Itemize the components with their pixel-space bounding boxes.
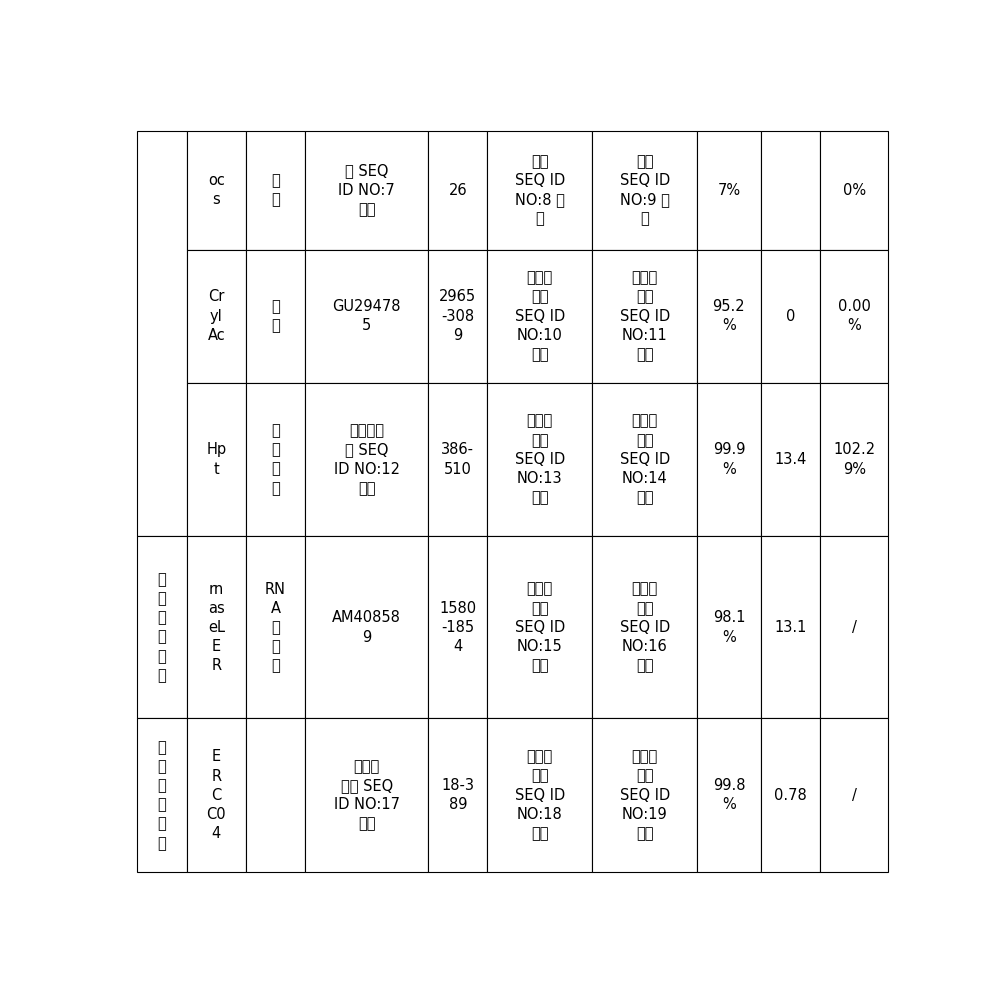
Bar <box>697 131 761 249</box>
Bar <box>592 718 697 872</box>
Bar <box>820 718 888 872</box>
Bar <box>487 382 592 536</box>
Bar <box>592 249 697 382</box>
Bar <box>592 131 697 249</box>
Bar <box>246 718 305 872</box>
Text: 95.2
%: 95.2 % <box>713 299 745 333</box>
Text: 抗
虫: 抗 虫 <box>271 299 280 333</box>
Text: 内
源
标
准
基
因: 内 源 标 准 基 因 <box>157 572 166 683</box>
Text: /: / <box>852 787 857 802</box>
Text: 如序列
表中
SEQ ID
NO:19
所示: 如序列 表中 SEQ ID NO:19 所示 <box>620 750 670 841</box>
Text: oc
s: oc s <box>208 173 225 208</box>
Bar <box>820 249 888 382</box>
Bar <box>305 718 428 872</box>
Text: 如序列
表中
SEQ ID
NO:15
所示: 如序列 表中 SEQ ID NO:15 所示 <box>515 582 565 673</box>
Bar <box>246 536 305 718</box>
Text: 7%: 7% <box>717 183 740 198</box>
Bar <box>697 382 761 536</box>
Text: 0.78: 0.78 <box>774 787 807 802</box>
Text: E
R
C
C0
4: E R C C0 4 <box>207 750 226 841</box>
Bar <box>761 131 820 249</box>
Text: 如序列
表中
SEQ ID
NO:14
所示: 如序列 表中 SEQ ID NO:14 所示 <box>620 413 670 505</box>
Text: 18-3
89: 18-3 89 <box>441 779 474 812</box>
Text: Cr
yI
Ac: Cr yI Ac <box>207 289 225 343</box>
Text: 99.9
%: 99.9 % <box>713 443 745 477</box>
Text: 13.1: 13.1 <box>774 620 807 635</box>
Text: 2965
-308
9: 2965 -308 9 <box>439 289 476 343</box>
Bar <box>487 718 592 872</box>
Bar <box>246 382 305 536</box>
Text: 如序列表
中 SEQ
ID NO:12
所示: 如序列表 中 SEQ ID NO:12 所示 <box>334 423 400 496</box>
Bar <box>761 536 820 718</box>
Text: 抗
性
标
记: 抗 性 标 记 <box>271 423 280 496</box>
Text: 如序列
表中
SEQ ID
NO:13
所示: 如序列 表中 SEQ ID NO:13 所示 <box>515 413 565 505</box>
Text: AM40858
9: AM40858 9 <box>332 611 401 644</box>
Bar <box>305 382 428 536</box>
Text: 0: 0 <box>786 309 795 324</box>
Bar <box>697 718 761 872</box>
Bar <box>187 249 246 382</box>
Bar <box>187 382 246 536</box>
Text: 止
子: 止 子 <box>271 173 280 208</box>
Text: 如序列
表中
SEQ ID
NO:10
所示: 如序列 表中 SEQ ID NO:10 所示 <box>515 270 565 361</box>
Bar <box>761 249 820 382</box>
Bar <box>246 131 305 249</box>
Bar <box>137 536 187 718</box>
Text: 外
源
标
准
基
因: 外 源 标 准 基 因 <box>157 740 166 851</box>
Text: 99.8
%: 99.8 % <box>713 779 745 812</box>
Bar <box>820 382 888 536</box>
Bar <box>187 718 246 872</box>
Bar <box>697 249 761 382</box>
Text: 102.2
9%: 102.2 9% <box>833 443 875 477</box>
Text: 26: 26 <box>449 183 467 198</box>
Bar <box>137 718 187 872</box>
Bar <box>487 131 592 249</box>
Bar <box>428 536 487 718</box>
Bar <box>428 131 487 249</box>
Bar <box>820 131 888 249</box>
Text: 0%: 0% <box>843 183 866 198</box>
Text: Hp
t: Hp t <box>206 443 226 477</box>
Text: 386-
510: 386- 510 <box>441 443 474 477</box>
Bar <box>428 249 487 382</box>
Text: 如序列
表中
SEQ ID
NO:18
所示: 如序列 表中 SEQ ID NO:18 所示 <box>515 750 565 841</box>
Text: 如序列
表中 SEQ
ID NO:17
所示: 如序列 表中 SEQ ID NO:17 所示 <box>334 759 400 831</box>
Bar <box>761 718 820 872</box>
Bar <box>761 382 820 536</box>
Bar <box>487 536 592 718</box>
Text: 0.00
%: 0.00 % <box>838 299 871 333</box>
Bar <box>187 131 246 249</box>
Text: 1580
-185
4: 1580 -185 4 <box>439 601 476 654</box>
Text: 13.4: 13.4 <box>774 452 807 467</box>
Bar <box>137 131 187 536</box>
Bar <box>305 536 428 718</box>
Bar <box>697 536 761 718</box>
Text: RN
A
聚
合
酶: RN A 聚 合 酶 <box>265 582 286 673</box>
Bar <box>820 536 888 718</box>
Bar <box>487 249 592 382</box>
Bar <box>305 131 428 249</box>
Bar <box>592 382 697 536</box>
Text: 表中
SEQ ID
NO:8 所
示: 表中 SEQ ID NO:8 所 示 <box>515 154 565 226</box>
Text: 中 SEQ
ID NO:7
所示: 中 SEQ ID NO:7 所示 <box>338 164 395 216</box>
Bar <box>428 382 487 536</box>
Text: /: / <box>852 620 857 635</box>
Bar <box>305 249 428 382</box>
Text: 表中
SEQ ID
NO:9 所
示: 表中 SEQ ID NO:9 所 示 <box>620 154 670 226</box>
Bar <box>187 536 246 718</box>
Text: 98.1
%: 98.1 % <box>713 611 745 644</box>
Text: GU29478
5: GU29478 5 <box>332 299 401 333</box>
Bar <box>592 536 697 718</box>
Text: 如序列
表中
SEQ ID
NO:16
所示: 如序列 表中 SEQ ID NO:16 所示 <box>620 582 670 673</box>
Text: rn
as
eL
E
R: rn as eL E R <box>208 582 225 673</box>
Bar <box>428 718 487 872</box>
Bar <box>246 249 305 382</box>
Text: 如序列
表中
SEQ ID
NO:11
所示: 如序列 表中 SEQ ID NO:11 所示 <box>620 270 670 361</box>
